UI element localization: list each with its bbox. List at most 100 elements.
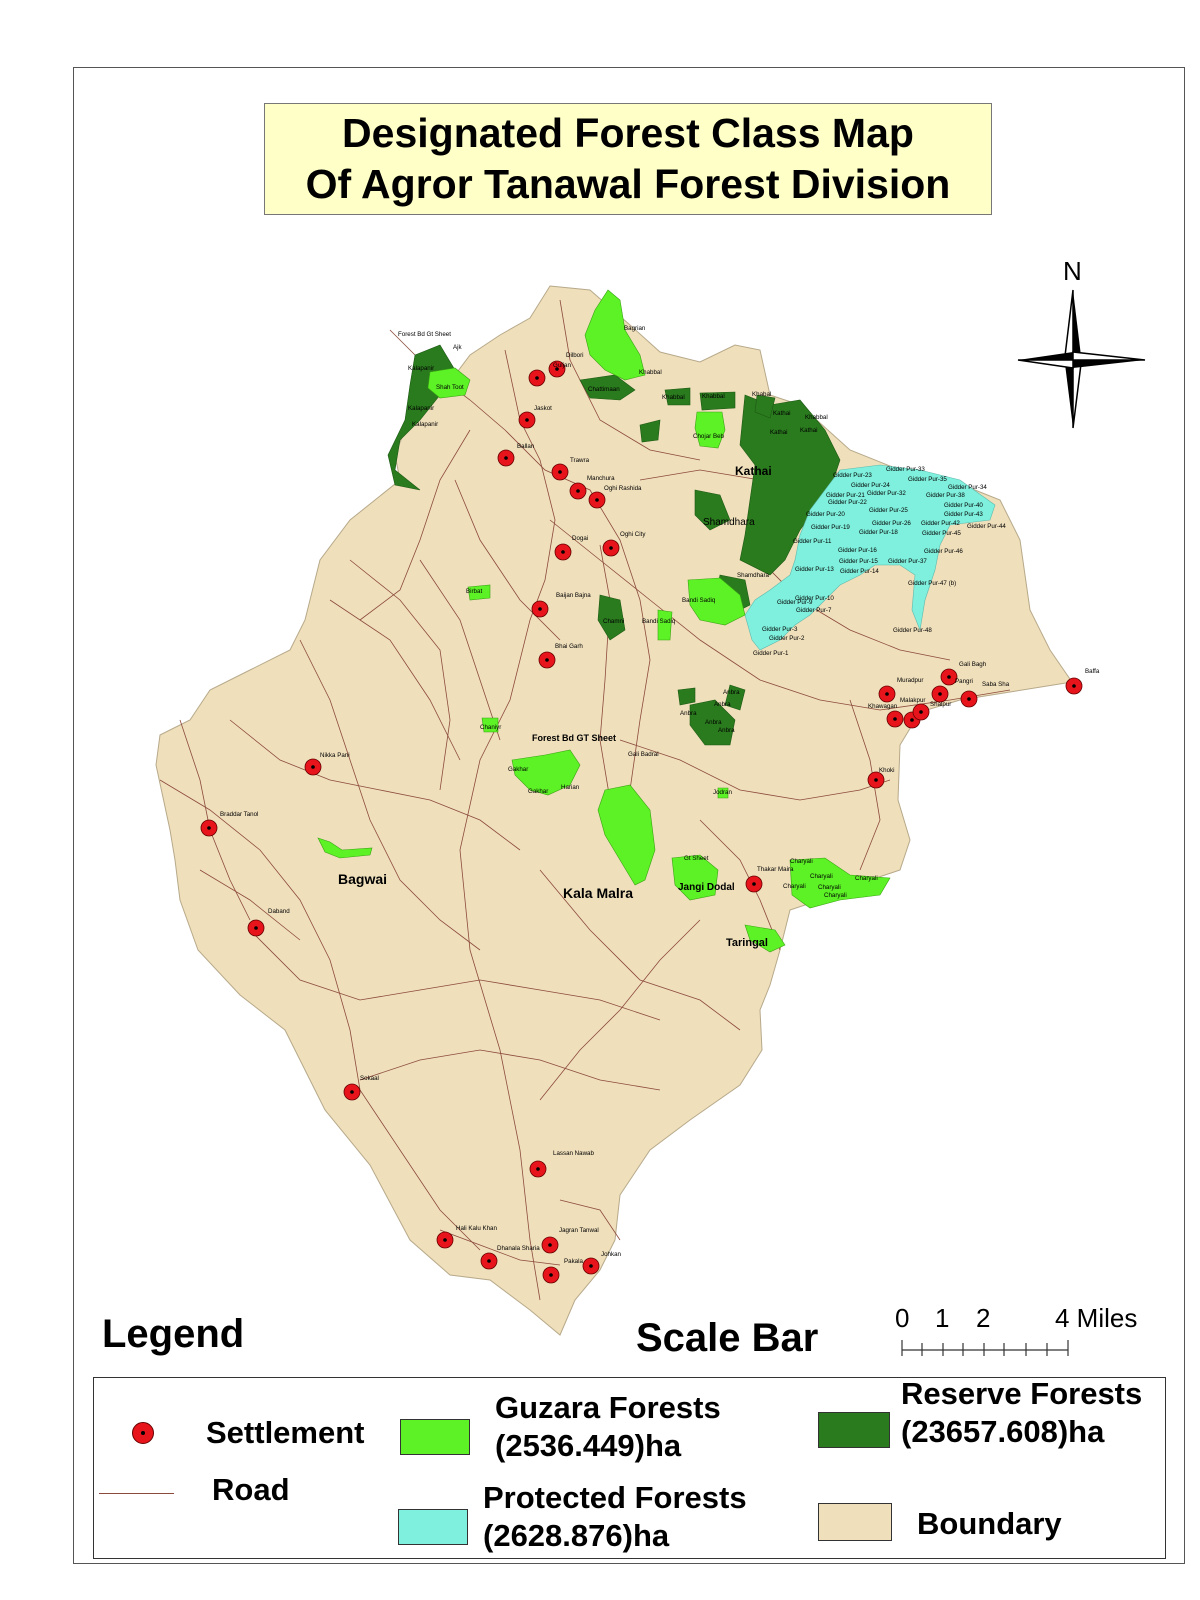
small-place-label: Anbra	[680, 710, 697, 717]
small-place-label: Chamni	[603, 618, 624, 625]
legend-road-label: Road	[212, 1472, 290, 1507]
small-place-label: Khabbal	[639, 369, 662, 376]
scale-tick-0: 0	[895, 1303, 909, 1333]
small-place-label: Gidder Pur-9	[777, 599, 813, 606]
road-line	[539, 919, 701, 1101]
small-place-label: Kalapanir	[408, 365, 434, 372]
reserve-forest-patch	[724, 684, 746, 711]
reserve-forest-patch	[739, 394, 841, 576]
small-place-label: Gidder Pur-25	[869, 507, 908, 514]
protected-swatch	[398, 1509, 468, 1545]
small-place-label: Trawra	[570, 457, 590, 464]
small-place-label: Shamdhara	[737, 572, 770, 579]
reserve-forest-patch	[579, 374, 636, 401]
small-place-label: Oghi City	[620, 531, 646, 538]
settlement-marker-dot	[938, 692, 942, 696]
guzara-forest-patch	[511, 749, 581, 796]
reserve-forest-patch	[754, 394, 776, 419]
small-place-label: Gidder Pur-35	[908, 476, 947, 483]
small-place-label: Gali Badral	[628, 751, 659, 758]
small-place-label: Sokaal	[360, 1075, 379, 1082]
road-line	[159, 779, 481, 1251]
small-place-label: Bandi Sadiq	[642, 618, 676, 625]
small-place-label: Charyali	[824, 892, 847, 899]
boundary-swatch	[818, 1503, 892, 1541]
small-place-label: Saba Sha	[982, 681, 1010, 688]
small-place-label: Khabbal	[805, 414, 828, 421]
legend-heading: Legend	[102, 1312, 245, 1356]
small-place-label: Shalpur	[930, 701, 951, 708]
small-place-label: Guljan	[553, 362, 571, 369]
guzara-forest-patch	[427, 367, 471, 399]
small-place-label: Gidder Pur-15	[839, 558, 878, 565]
road-line	[419, 559, 501, 741]
small-place-label: Gidder Pur-24	[851, 482, 890, 489]
small-place-label: Gakhar	[508, 766, 528, 773]
small-place-label: Gidder Pur-7	[796, 607, 832, 614]
small-place-label: Jodran	[713, 789, 732, 796]
scale-bar-heading: Scale Bar	[636, 1316, 819, 1360]
small-place-label: Harian	[561, 784, 580, 791]
road-symbol-icon	[99, 1493, 174, 1494]
small-place-label: Gidder Pur-33	[886, 466, 925, 473]
small-place-label: Kathai	[800, 427, 818, 434]
road-line	[454, 479, 561, 641]
settlement-marker-dot	[885, 692, 889, 696]
small-place-label: Anbra	[714, 701, 731, 708]
small-place-label: Pangri	[955, 678, 973, 685]
place-label-forest-bd-gt-sheet: Forest Bd GT Sheet	[532, 733, 616, 743]
place-label-kathai: Kathai	[735, 464, 772, 478]
guzara-forest-patch	[717, 787, 729, 799]
guzara-forest-patch	[694, 411, 726, 449]
small-place-label: Gidder Pur-22	[828, 499, 867, 506]
legend-protected-line-2: (2628.876)ha	[483, 1518, 670, 1553]
road-line	[359, 429, 471, 621]
settlement-marker-dot	[967, 697, 971, 701]
settlement-marker-dot	[535, 376, 539, 380]
reserve-forest-patch	[689, 699, 736, 746]
scale-tick-4-miles: 4 Miles	[1055, 1303, 1137, 1333]
settlement-marker-dot	[549, 1273, 553, 1277]
title-line-1: Designated Forest Class Map	[342, 110, 914, 156]
scale-bar-labels: 0 1 2 4 Miles	[895, 1303, 1137, 1333]
guzara-forest-patch	[687, 577, 746, 626]
legend-guzara-line-1: Guzara Forests	[495, 1390, 721, 1425]
road-line	[439, 1229, 561, 1266]
small-place-label: Gidder Pur-26	[872, 520, 911, 527]
map-frame	[73, 67, 1185, 1564]
small-place-label: Dogai	[572, 535, 588, 542]
small-place-label: Chaniyr	[480, 724, 501, 731]
settlement-marker-dot	[874, 778, 878, 782]
road-line	[249, 929, 661, 1021]
road-line	[599, 544, 611, 801]
small-place-label: Kathai	[773, 410, 791, 417]
small-place-label: Ajk	[453, 344, 463, 351]
settlement-marker-dot	[561, 550, 565, 554]
small-place-label: Gidder Pur-11	[793, 538, 832, 545]
small-place-label: Gidder Pur-14	[840, 568, 879, 575]
small-place-label: Charyali	[790, 858, 813, 865]
small-place-label: Charyali	[783, 883, 806, 890]
small-place-label: Gidder Pur-37	[888, 558, 927, 565]
scale-tick-2: 2	[976, 1303, 990, 1333]
guzara-forests	[317, 289, 891, 953]
road-line	[229, 719, 521, 851]
settlement-marker-dot	[207, 826, 211, 830]
small-place-label: Gidder Pur-19	[811, 524, 850, 531]
small-place-label: Khabbal	[702, 393, 725, 400]
scale-bar-graphic	[901, 1340, 1069, 1356]
settlement-marker-dot	[893, 717, 897, 721]
small-place-label: Gidder Pur-47 (b)	[908, 580, 956, 587]
place-label-kala-malra: Kala Malra	[563, 885, 633, 901]
road-line	[359, 1049, 661, 1091]
small-place-label: Gidder Pur-1	[753, 650, 789, 657]
small-place-label: Anbra	[718, 727, 735, 734]
small-place-label: Gidder Pur-20	[806, 511, 845, 518]
guzara-forest-patch	[467, 584, 491, 601]
settlement-marker-dot	[443, 1238, 447, 1242]
reserve-forest-patch	[694, 489, 731, 531]
settlement-marker-dot	[609, 546, 613, 550]
scale-tick-1: 1	[935, 1303, 949, 1333]
